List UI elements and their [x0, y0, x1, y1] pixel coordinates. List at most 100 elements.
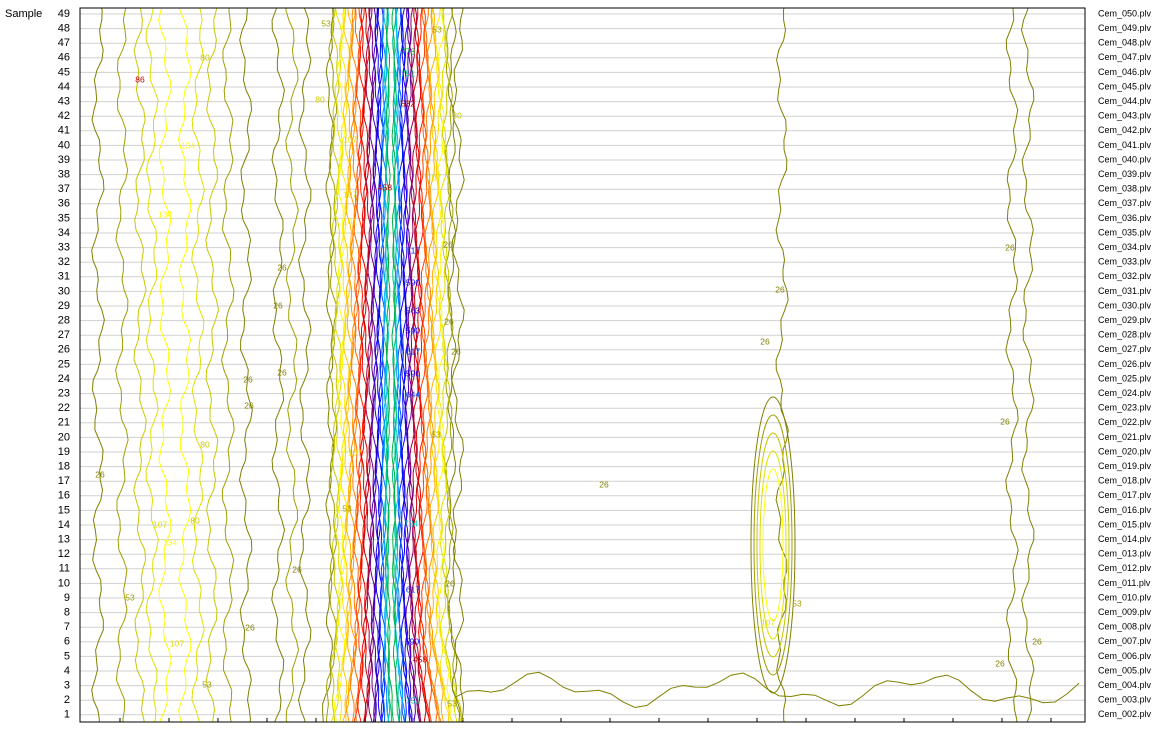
- contour-label: 590: [406, 277, 420, 287]
- row-label: 1: [64, 709, 70, 721]
- row-label: 23: [58, 388, 70, 400]
- row-label: 4: [64, 665, 70, 677]
- file-label: Cem_017.plv: [1098, 490, 1152, 500]
- contour-label: 53: [342, 503, 352, 513]
- contour-label: 563: [406, 305, 420, 315]
- row-label: 11: [59, 563, 70, 575]
- contour-line: [220, 8, 235, 722]
- file-label: Cem_010.plv: [1098, 592, 1152, 602]
- file-label: Cem_037.plv: [1098, 198, 1152, 208]
- file-label: Cem_008.plv: [1098, 622, 1152, 632]
- contour-label: 26: [443, 239, 453, 249]
- file-label: Cem_020.plv: [1098, 446, 1152, 456]
- contour-line: [271, 8, 286, 722]
- contour-line: [285, 8, 300, 722]
- contour-line: [1020, 8, 1035, 722]
- file-label: Cem_030.plv: [1098, 300, 1152, 310]
- row-label: 18: [58, 461, 70, 473]
- contour-line: [337, 8, 453, 722]
- contour-line: [191, 8, 205, 722]
- file-label: Cem_018.plv: [1098, 476, 1152, 486]
- contour-label: 26: [277, 367, 287, 377]
- file-label: Cem_029.plv: [1098, 315, 1152, 325]
- contour-line: [115, 8, 129, 722]
- contour-label: 26: [775, 284, 785, 294]
- contour-label: 458: [378, 182, 392, 192]
- file-label: Cem_023.plv: [1098, 403, 1152, 413]
- row-label: 34: [58, 227, 70, 239]
- contour-label: 107: [427, 172, 441, 182]
- contour-line: [753, 414, 793, 676]
- contour-label: 590: [406, 325, 420, 335]
- contour-label: 26: [760, 336, 770, 346]
- row-label: 31: [58, 271, 70, 283]
- row-label: 6: [64, 636, 70, 648]
- contour-line: [238, 8, 253, 722]
- contour-line: [451, 8, 465, 722]
- contour-label: 53: [202, 679, 212, 689]
- file-label: Cem_034.plv: [1098, 242, 1152, 252]
- file-label: Cem_038.plv: [1098, 184, 1152, 194]
- row-label: 16: [58, 490, 70, 502]
- row-label: 41: [58, 125, 70, 137]
- file-label: Cem_019.plv: [1098, 461, 1152, 471]
- file-label: Cem_028.plv: [1098, 330, 1152, 340]
- contour-line: [91, 8, 105, 722]
- file-label: Cem_011.plv: [1098, 578, 1151, 588]
- contour-label: 724: [404, 518, 418, 528]
- row-label: 37: [58, 183, 70, 195]
- row-label: 45: [58, 66, 70, 78]
- file-label: Cem_046.plv: [1098, 67, 1152, 77]
- row-label: 5: [64, 650, 70, 662]
- contour-line: [342, 8, 450, 722]
- contour-label: 80: [315, 94, 325, 104]
- contour-line: [750, 396, 796, 694]
- row-label: 19: [58, 446, 70, 458]
- contour-label: 161: [343, 216, 357, 226]
- contour-line: [145, 8, 159, 722]
- row-label: 49: [58, 8, 70, 20]
- file-label: Cem_015.plv: [1098, 519, 1152, 529]
- contour-label: 590: [405, 636, 419, 646]
- contour-label: 26: [273, 300, 283, 310]
- contour-label: 80: [200, 52, 210, 62]
- contour-label: 26: [1032, 636, 1042, 646]
- contour-label: 617: [406, 584, 420, 594]
- contour-line: [330, 8, 458, 722]
- file-label: Cem_036.plv: [1098, 213, 1152, 223]
- row-label: 44: [58, 81, 70, 93]
- contour-label: 751: [401, 68, 415, 78]
- row-label: 47: [58, 37, 70, 49]
- file-label: Cem_005.plv: [1098, 665, 1152, 675]
- contour-line: [133, 8, 147, 722]
- file-label: Cem_026.plv: [1098, 359, 1152, 369]
- row-label: 32: [58, 256, 70, 268]
- contour-label: 458: [413, 654, 427, 664]
- contour-line: [322, 8, 465, 722]
- row-label: 30: [58, 285, 70, 297]
- contour-label: 751: [406, 695, 420, 705]
- file-label: Cem_035.plv: [1098, 227, 1152, 237]
- row-label: 9: [64, 592, 70, 604]
- contour-label: 26: [451, 346, 461, 356]
- file-label: Cem_022.plv: [1098, 417, 1152, 427]
- file-label: Cem_004.plv: [1098, 680, 1152, 690]
- contour-label: 617: [406, 346, 420, 356]
- file-label: Cem_024.plv: [1098, 388, 1152, 398]
- contour-label: 617: [406, 245, 420, 255]
- file-label: Cem_007.plv: [1098, 636, 1152, 646]
- contour-label: 107: [170, 638, 184, 648]
- row-label: 28: [58, 315, 70, 327]
- row-label: 26: [58, 344, 70, 356]
- row-label: 3: [64, 680, 70, 692]
- contour-label: 80: [190, 515, 200, 525]
- row-label: 14: [58, 519, 70, 531]
- contour-label: 107: [343, 189, 357, 199]
- contour-label: 107: [761, 617, 775, 627]
- row-label: 38: [58, 169, 70, 181]
- file-label: Cem_014.plv: [1098, 534, 1152, 544]
- contour-label: 53: [321, 18, 331, 28]
- contour-label: 26: [599, 479, 609, 489]
- contour-label: 26: [95, 469, 105, 479]
